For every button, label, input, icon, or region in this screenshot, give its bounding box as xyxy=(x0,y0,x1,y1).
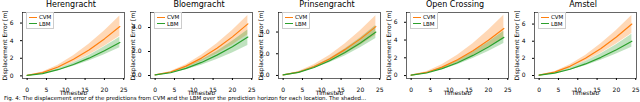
html-text:Amstel: Amstel xyxy=(569,0,597,9)
svg-text:Timestep: Timestep xyxy=(315,89,344,96)
html-text:Open Crossing: Open Crossing xyxy=(425,0,485,9)
html-text:Fig. 4: The displacement error: Fig. 4: The displacement error of the pr… xyxy=(4,95,367,101)
html-text:CVM: CVM xyxy=(39,14,52,20)
svg-text:2: 2 xyxy=(10,54,14,61)
svg-text:2: 2 xyxy=(522,54,526,61)
html-text:LBM: LBM xyxy=(295,20,307,27)
svg-text:25: 25 xyxy=(632,86,640,93)
html-text:LBM: LBM xyxy=(423,20,435,27)
svg-text:2: 2 xyxy=(394,54,398,61)
html-text:CVM: CVM xyxy=(167,14,180,20)
svg-text:25: 25 xyxy=(248,86,256,93)
svg-text:Timestep: Timestep xyxy=(571,89,600,96)
svg-text:5: 5 xyxy=(173,86,177,93)
svg-text:6: 6 xyxy=(522,20,526,27)
svg-text:Displacement Error [m]: Displacement Error [m] xyxy=(513,10,521,80)
svg-text:4.0: 4.0 xyxy=(260,28,270,35)
svg-text:25: 25 xyxy=(376,86,384,93)
html-text:Herengracht: Herengracht xyxy=(46,0,96,9)
svg-text:Displacement Error [m]: Displacement Error [m] xyxy=(257,10,265,80)
svg-text:Displacement Error [m]: Displacement Error [m] xyxy=(129,10,137,80)
svg-text:20: 20 xyxy=(101,86,109,93)
svg-text:Displacement Error [m]: Displacement Error [m] xyxy=(1,10,9,80)
svg-text:5: 5 xyxy=(301,86,305,93)
html-text:LBM: LBM xyxy=(167,20,179,27)
svg-text:Timestep: Timestep xyxy=(187,89,216,96)
svg-text:0.0: 0.0 xyxy=(132,71,142,79)
svg-text:2.0: 2.0 xyxy=(132,47,142,55)
svg-text:Timestep: Timestep xyxy=(59,89,88,96)
svg-text:20: 20 xyxy=(229,86,237,93)
html-text:Prinsengracht: Prinsengracht xyxy=(299,0,355,9)
svg-text:25: 25 xyxy=(120,86,128,93)
html-text:Bloemgracht: Bloemgracht xyxy=(173,0,225,9)
svg-text:20: 20 xyxy=(485,86,493,93)
svg-text:2.0: 2.0 xyxy=(260,49,270,57)
svg-text:0: 0 xyxy=(281,86,285,93)
svg-text:6: 6 xyxy=(394,18,398,25)
svg-text:4: 4 xyxy=(522,37,526,44)
html-text:LBM: LBM xyxy=(551,20,563,27)
svg-text:0: 0 xyxy=(10,72,14,79)
svg-text:Displacement Error [m]: Displacement Error [m] xyxy=(385,10,393,80)
svg-text:5: 5 xyxy=(557,86,561,93)
html-text:CVM: CVM xyxy=(423,14,436,20)
svg-text:20: 20 xyxy=(613,86,621,93)
svg-text:0: 0 xyxy=(25,86,29,93)
svg-text:5: 5 xyxy=(429,86,433,93)
html-text:LBM: LBM xyxy=(39,20,51,27)
svg-text:0: 0 xyxy=(394,71,398,78)
svg-text:0.0: 0.0 xyxy=(260,71,270,79)
svg-text:20: 20 xyxy=(357,86,365,93)
html-text:CVM: CVM xyxy=(295,14,308,20)
svg-text:4.0: 4.0 xyxy=(132,23,142,31)
html-text:CVM: CVM xyxy=(551,14,564,20)
svg-text:Timestep: Timestep xyxy=(443,89,472,96)
svg-text:6: 6 xyxy=(10,19,14,26)
svg-text:0: 0 xyxy=(522,71,526,78)
svg-text:4: 4 xyxy=(394,36,398,43)
svg-text:0: 0 xyxy=(409,86,413,93)
svg-text:0: 0 xyxy=(153,86,157,93)
svg-text:25: 25 xyxy=(504,86,512,93)
svg-text:0: 0 xyxy=(537,86,541,93)
svg-text:5: 5 xyxy=(45,86,49,93)
svg-text:4: 4 xyxy=(10,37,14,44)
